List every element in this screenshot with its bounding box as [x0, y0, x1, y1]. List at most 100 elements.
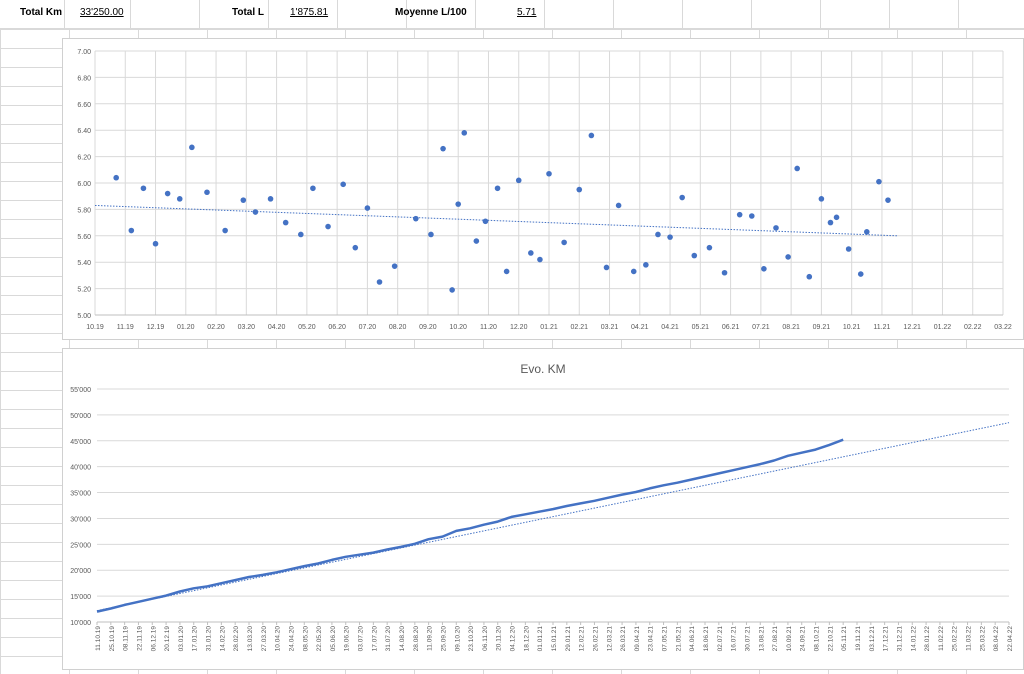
scatter-point — [140, 185, 147, 192]
x-tick-label: 19.11.21 — [855, 626, 862, 651]
scatter-point — [794, 165, 800, 172]
column-divider — [64, 0, 65, 28]
column-divider — [406, 0, 407, 28]
x-tick-label: 07.05.21 — [662, 626, 669, 652]
consumption-scatter-chart: 5.00 5.20 5.40 5.60 5.80 6.00 6.20 6.40 6.60 6.80… — [77, 49, 1011, 331]
x-tick-label: 10.04.20 — [275, 626, 282, 652]
scatter-point — [428, 231, 434, 238]
scatter-point — [833, 214, 840, 221]
scatter-point — [885, 197, 891, 203]
x-tick-label: 21.05.21 — [675, 626, 682, 652]
column-divider — [130, 0, 131, 28]
x-tick-label: 03.07.20 — [358, 626, 365, 652]
x-tick-label: 09.10.20 — [454, 626, 461, 652]
trendline — [96, 422, 1010, 612]
consumption-chart-area[interactable]: 5.00 5.20 5.40 5.60 5.80 6.00 6.20 6.40 6.60 6.80… — [62, 38, 1024, 340]
x-tick-label: 08.20 — [389, 324, 407, 331]
column-divider — [751, 0, 752, 28]
y-tick-label: 6.40 — [77, 128, 91, 135]
x-tick-label: 08.10.21 — [814, 626, 821, 652]
scatter-point — [857, 271, 864, 277]
x-tick-label: 08.05.20 — [302, 626, 309, 652]
y-tick-label: 6.60 — [77, 102, 91, 109]
km-chart-area[interactable]: Evo. KM 10'000 15'000 20'000 25'000 30'000 35'… — [62, 348, 1024, 670]
y-tick-label: 25'000 — [70, 542, 91, 549]
x-tick-label: 27.08.21 — [772, 626, 779, 652]
average-value[interactable]: 5.71 — [517, 7, 537, 18]
x-tick-label: 09.21 — [813, 324, 831, 331]
x-tick-label: 11.10.19 — [95, 626, 102, 651]
scatter-point — [204, 189, 210, 196]
scatter-point — [449, 287, 455, 293]
y-tick-label: 7.00 — [77, 49, 91, 56]
scatter-point — [352, 244, 359, 251]
x-tick-label: 01.22 — [934, 324, 952, 331]
x-tick-label: 31.01.20 — [206, 626, 213, 652]
y-tick-label: 6.20 — [77, 155, 91, 162]
scatter-point — [827, 219, 834, 226]
summary-row: Total Km 33'250.00 Total L 1'875.81 Moye… — [0, 0, 1024, 29]
scatter-point — [736, 211, 743, 218]
x-tick-label: 17.07.20 — [371, 626, 378, 652]
scatter-point — [113, 174, 119, 181]
x-tick-label: 30.07.21 — [744, 626, 751, 652]
scatter-point — [706, 244, 713, 251]
column-divider — [820, 0, 821, 28]
x-tick-label: 11.21 — [873, 324, 890, 331]
scatter-point — [455, 201, 462, 207]
x-tick-label: 05.20 — [298, 324, 316, 331]
x-tick-label: 11.20 — [480, 324, 497, 331]
x-tick-label: 01.01.21 — [537, 626, 544, 652]
x-tick-label: 09.20 — [419, 324, 437, 331]
scatter-point — [176, 196, 183, 202]
scatter-point — [845, 246, 852, 252]
x-tick-label: 08.11.19 — [123, 626, 130, 651]
scatter-point — [876, 178, 882, 185]
x-tick-label: 26.03.21 — [620, 626, 627, 652]
scatter-point — [310, 185, 316, 192]
total-l-value[interactable]: 1'875.81 — [290, 7, 329, 18]
x-tick-label: 04.21 — [631, 324, 649, 331]
x-tick-label: 18.12.20 — [523, 626, 530, 652]
scatter-point — [298, 231, 304, 238]
x-tick-label: 04.20 — [268, 324, 286, 331]
scatter-point — [615, 202, 622, 209]
x-tick-label: 04.12.20 — [510, 626, 517, 652]
scatter-point — [189, 144, 195, 151]
x-tick-label: 11.02.22 — [938, 626, 945, 651]
x-tick-label: 08.21 — [782, 324, 800, 331]
scatter-point — [391, 263, 398, 269]
scatter-point — [503, 268, 510, 275]
x-tick-label: 17.12.21 — [883, 626, 890, 652]
scatter-point — [515, 177, 522, 184]
x-tick-label: 20.12.19 — [164, 626, 171, 652]
y-tick-label: 10'000 — [70, 620, 91, 627]
average-label[interactable]: Moyenne L/100 — [395, 7, 467, 18]
x-tick-label: 28.01.22 — [924, 626, 931, 652]
total-km-value[interactable]: 33'250.00 — [80, 7, 124, 18]
x-tick-label: 27.03.20 — [261, 626, 268, 652]
x-tick-label: 31.12.21 — [896, 626, 903, 652]
scatter-point — [748, 213, 755, 219]
scatter-point — [576, 186, 583, 193]
scatter-point — [643, 262, 649, 268]
x-tick-label: 12.19 — [147, 324, 165, 331]
x-tick-label: 06.12.19 — [150, 626, 157, 652]
total-l-label[interactable]: Total L — [232, 7, 265, 18]
scatter-point — [773, 225, 779, 231]
x-tick-label: 12.20 — [510, 324, 528, 331]
x-tick-label: 03.20 — [238, 324, 256, 331]
y-tick-label: 45'000 — [70, 439, 91, 446]
total-km-label[interactable]: Total Km — [20, 7, 63, 18]
x-tick-label: 06.20 — [328, 324, 346, 331]
scatter-point — [761, 266, 767, 272]
scatter-point — [325, 223, 331, 230]
column-divider — [199, 0, 200, 28]
y-tick-label: 40'000 — [70, 465, 91, 472]
x-tick-label: 12.03.21 — [606, 626, 613, 652]
scatter-point — [222, 227, 228, 234]
x-tick-label: 26.02.21 — [592, 626, 599, 652]
column-divider — [958, 0, 959, 28]
x-tick-label: 19.06.20 — [344, 626, 351, 652]
x-tick-label: 01.20 — [177, 324, 195, 331]
